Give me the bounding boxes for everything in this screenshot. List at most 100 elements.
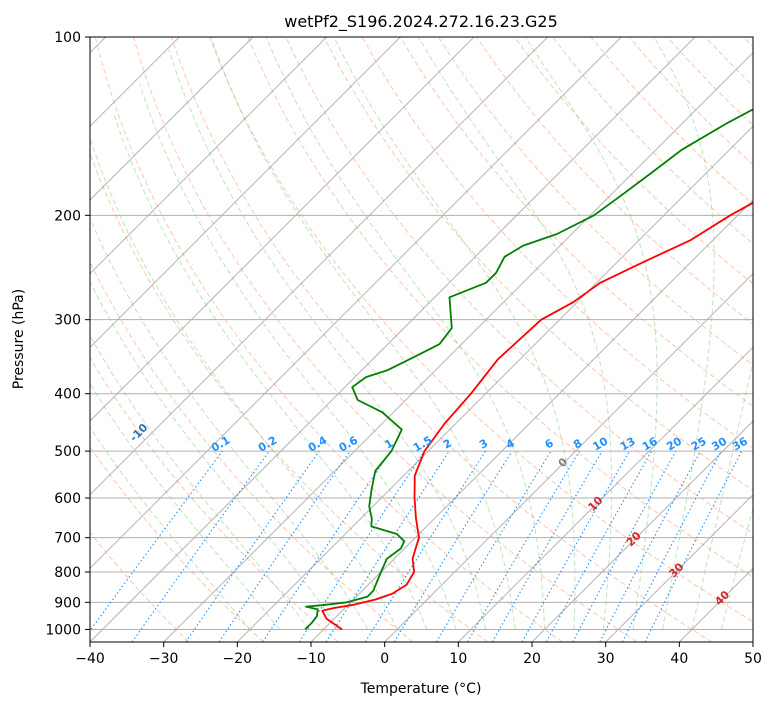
moist-adiabat-line (418, 37, 613, 630)
moist-adiabat-line (90, 136, 398, 630)
isotherm-line (384, 272, 753, 642)
x-tick-label: −40 (75, 651, 105, 667)
dry-adiabat-line (323, 37, 753, 491)
dry-adiabat-line (437, 37, 753, 366)
dry-adiabats (90, 37, 753, 642)
mixing-ratio-line (521, 450, 630, 642)
chart-title: wetPf2_S196.2024.272.16.23.G25 (284, 12, 558, 32)
dry-adiabat-line (361, 37, 753, 449)
mixing-ratio-line (393, 450, 513, 642)
y-axis-ticks: 100 200 300 400 500 600 700 800 900 1000 (45, 30, 90, 638)
isotherm-label: 10 (586, 494, 606, 514)
dry-adiabat-line (399, 37, 753, 407)
mixing-ratio-line (185, 450, 320, 642)
temperature-line (321, 201, 753, 631)
x-tick-label: 10 (449, 651, 467, 667)
dry-adiabat-line (90, 260, 414, 642)
x-tick-label: 20 (523, 651, 541, 667)
isotherm-line (531, 420, 753, 642)
x-tick-label: 50 (744, 651, 762, 667)
dry-adiabat-line (285, 37, 753, 535)
moist-adiabat-line (113, 114, 428, 630)
y-tick-label: 400 (54, 387, 81, 403)
isotherm-line (90, 37, 622, 570)
isobar-grid (90, 37, 753, 630)
moist-adiabat-line (210, 37, 516, 630)
dry-adiabat-line (90, 356, 339, 642)
moist-adiabat-line (90, 426, 251, 630)
dry-adiabat-line (590, 37, 753, 205)
isotherm-line (90, 37, 254, 201)
moist-adiabat-line (524, 37, 658, 630)
isotherm-line (90, 37, 549, 496)
isotherm-label: 20 (624, 529, 644, 549)
y-tick-label: 700 (54, 531, 81, 547)
mixing-ratio-line (621, 450, 722, 642)
mixing-ratio-line (90, 450, 223, 632)
dry-adiabat-line (704, 37, 753, 87)
y-tick-label: 900 (54, 595, 81, 611)
moist-adiabat-line (720, 506, 753, 630)
sounding-series (304, 108, 753, 631)
dry-adiabat-line (514, 37, 753, 285)
mixing-ratio-lines (90, 450, 743, 642)
mixing-ratio-label: 4 (504, 436, 517, 451)
x-tick-label: 0 (380, 651, 389, 667)
isotherm-grid (90, 37, 753, 642)
y-tick-label: 800 (54, 565, 81, 581)
grid-line-labels: 0.10.20.40.611.52346810131620253036-100-… (127, 421, 750, 608)
isotherm-line (90, 37, 475, 422)
isotherm-line (605, 493, 753, 642)
x-axis-label: Temperature (°C) (360, 681, 482, 697)
dry-adiabat-line (666, 37, 753, 126)
mixing-ratio-label: 6 (543, 436, 556, 451)
moist-adiabat-line (265, 37, 546, 630)
isotherm-line (752, 641, 753, 642)
x-tick-label: 40 (670, 651, 688, 667)
dry-adiabat-line (209, 37, 753, 623)
dry-adiabat-line (90, 531, 190, 642)
mixing-ratio-line (131, 450, 270, 642)
dewpoint-line (304, 108, 753, 631)
isotherm-line (678, 567, 753, 642)
mixing-ratio-line (435, 450, 552, 642)
x-tick-label: −20 (223, 651, 253, 667)
isotherm-label: 0 (556, 455, 571, 470)
dry-adiabat-line (743, 37, 753, 48)
plot-frame (89, 36, 754, 643)
dry-adiabat-line (90, 446, 264, 642)
dry-adiabat-line (476, 37, 753, 325)
isotherm-line (457, 346, 753, 642)
x-tick-label: −30 (149, 651, 179, 667)
isotherm-line (90, 37, 696, 642)
isotherm-line (236, 125, 753, 642)
mixing-ratio-line (467, 450, 580, 642)
dry-adiabat-line (171, 37, 712, 642)
x-tick-label: −10 (296, 651, 326, 667)
plot-area: 0.10.20.40.611.52346810131620253036-100-… (90, 37, 753, 642)
mixing-ratio-label: 2 (441, 437, 454, 452)
mixing-ratio-line (262, 450, 392, 642)
moist-adiabat-line (333, 37, 576, 630)
mixing-ratio-line (218, 450, 351, 642)
mixing-ratio-line (599, 450, 701, 642)
moist-adiabat-line (168, 49, 487, 630)
y-tick-label: 1000 (45, 622, 81, 638)
dry-adiabat-line (94, 37, 563, 642)
moist-adiabat-line (139, 83, 457, 630)
moist-adiabat-line (90, 280, 339, 630)
moist-adiabat-line (653, 37, 715, 630)
mixing-ratio-line (325, 450, 450, 642)
isotherm-line (90, 37, 401, 349)
dry-adiabat-line (132, 37, 638, 642)
mixing-ratio-label: 3 (477, 437, 490, 452)
y-tick-label: 600 (54, 491, 81, 507)
isotherm-line (163, 51, 753, 642)
isotherm-label: 40 (712, 588, 732, 608)
moist-adiabats (90, 37, 753, 630)
mixing-ratio-label: 1 (382, 437, 395, 452)
moist-adiabat-line (691, 358, 753, 630)
dry-adiabat-line (90, 152, 488, 642)
dry-adiabat-label: -10 (127, 421, 150, 444)
y-tick-label: 200 (54, 208, 81, 224)
